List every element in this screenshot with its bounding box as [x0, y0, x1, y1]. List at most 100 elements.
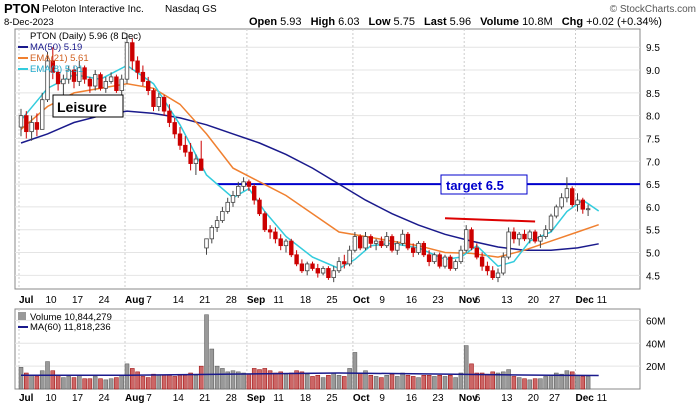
volume-bar [437, 375, 442, 390]
candle-body [511, 231, 517, 240]
volume-bar [453, 377, 458, 390]
date-tick-label: 28 [226, 393, 238, 404]
volume-bar [479, 372, 485, 390]
candle [326, 266, 331, 280]
candle-body [135, 60, 140, 73]
date-tick-label: Aug [125, 295, 144, 306]
date-tick-label: 6 [475, 295, 481, 306]
date-tick-label: 27 [549, 295, 561, 306]
candle-body [278, 238, 283, 247]
candle-body [538, 236, 543, 242]
date-tick-label: 20 [528, 393, 540, 404]
volume-bar [331, 372, 336, 390]
candle [273, 227, 278, 244]
candle [453, 259, 458, 271]
candle-body [18, 115, 24, 128]
candle-body [61, 78, 66, 85]
volume-bar [384, 375, 389, 390]
volume-bar [559, 373, 564, 390]
volume-bar [87, 378, 93, 390]
candle [538, 234, 543, 248]
volume-bar [421, 375, 427, 390]
candle-body [490, 270, 495, 278]
candle-body [580, 199, 585, 210]
date-tick-label: 18 [300, 295, 312, 306]
candle-body [246, 181, 252, 187]
volume-bar [262, 368, 268, 390]
candle-body [188, 151, 193, 164]
volume-bar [177, 375, 183, 390]
date-tick-label: Sep [247, 393, 265, 404]
volume-bar [532, 378, 538, 390]
date-tick-label: 14 [173, 295, 185, 306]
candle [294, 250, 299, 267]
date-tick-label: Jul [19, 295, 34, 306]
date-tick-label: 13 [501, 295, 513, 306]
candle [336, 257, 342, 274]
volume-bar [92, 376, 98, 390]
candle-body [342, 261, 347, 265]
candle [29, 115, 34, 141]
volume-bar [193, 375, 199, 390]
candle [71, 65, 77, 89]
candle [193, 154, 199, 175]
price-tick-label: 6.5 [646, 180, 660, 191]
volume-bar [448, 375, 453, 390]
candle [204, 238, 209, 255]
volume-bar [66, 376, 71, 390]
date-tick-label: 6 [475, 393, 481, 404]
candle-body [474, 247, 479, 258]
legend-ema21: EMA(21) 5.61 [30, 53, 89, 64]
volume-bar [304, 373, 310, 390]
candle [474, 243, 479, 260]
volume-bar [71, 377, 77, 390]
candle [61, 74, 66, 96]
price-tick-label: 5.0 [646, 249, 660, 260]
candle-body [172, 122, 177, 135]
exchange: Nasdaq GS [165, 4, 217, 15]
candle [188, 143, 193, 171]
volume-bar [273, 372, 278, 390]
price-tick-label: 7.5 [646, 134, 660, 145]
candle [140, 65, 146, 87]
candle-body [564, 188, 570, 199]
sector-annotation: Leisure [52, 94, 124, 118]
candle-body [352, 236, 358, 251]
date-tick-label: 7 [146, 393, 152, 404]
volume-bar [575, 375, 580, 390]
candle-body [448, 256, 453, 269]
date-tick-label: 17 [72, 295, 84, 306]
candle [331, 266, 336, 283]
volume-bar [458, 372, 464, 390]
candle-body [559, 197, 564, 208]
volume-bar [389, 373, 395, 390]
candle [251, 184, 257, 205]
volume-bar [310, 376, 315, 390]
candle [405, 231, 411, 251]
target-annotation: target 6.5 [440, 174, 528, 195]
price-tick-label: 7.0 [646, 157, 660, 168]
ticker: PTON [4, 1, 40, 16]
candle [45, 51, 50, 102]
candle-body [426, 254, 432, 263]
price-tick-label: 8.5 [646, 89, 660, 100]
candle [177, 127, 183, 150]
date-tick-label: 7 [146, 295, 152, 306]
legend-volume: Volume 10,844,279 [30, 312, 112, 323]
volume-bar [124, 363, 130, 390]
candle [310, 261, 315, 271]
volume-bar [506, 369, 511, 390]
candle [103, 76, 108, 93]
candle [495, 268, 501, 283]
candle [172, 117, 177, 139]
date-axis: Jul 10 17 24 Aug 7 14 21 28 Sep 11 18 25 Oct 9 16 23 Nov6… [19, 295, 608, 306]
candle-body [236, 185, 241, 196]
candle-body [66, 69, 71, 80]
candle [570, 186, 575, 207]
candle [124, 33, 130, 84]
candle-body [400, 233, 405, 244]
candle [50, 47, 55, 80]
volume-bar [299, 371, 305, 390]
candle-body [220, 211, 225, 221]
volume-bar [342, 376, 347, 390]
